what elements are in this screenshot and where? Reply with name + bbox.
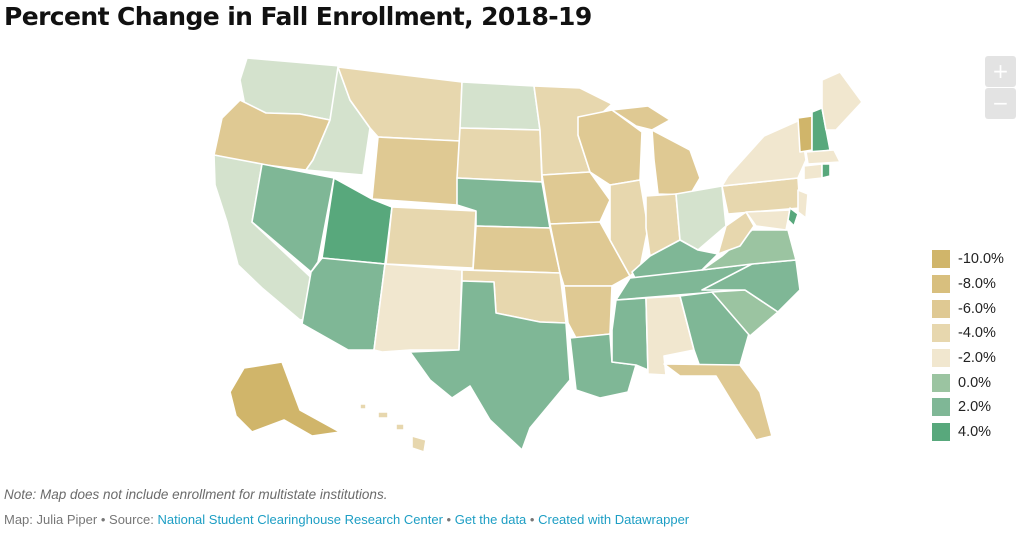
state-florida[interactable]	[663, 363, 773, 441]
separator: •	[100, 512, 106, 527]
zoom-in-button[interactable]: +	[985, 56, 1016, 87]
legend-label: -4.0%	[958, 325, 996, 342]
legend: -10.0% -8.0% -6.0% -4.0% -2.0% 0.0% 2.0%…	[931, 247, 1004, 445]
state-massachusetts[interactable]	[805, 149, 841, 165]
state-kansas[interactable]	[472, 225, 561, 274]
state-hawaii-big[interactable]	[411, 435, 427, 453]
legend-label: -10.0%	[958, 251, 1004, 268]
state-vermont[interactable]	[797, 115, 813, 153]
legend-item: 0.0%	[931, 370, 1004, 395]
legend-item: -2.0%	[931, 346, 1004, 371]
state-new-jersey[interactable]	[797, 189, 809, 219]
legend-swatch	[931, 372, 951, 393]
state-south-dakota[interactable]	[456, 127, 543, 183]
legend-item: -6.0%	[931, 296, 1004, 321]
legend-swatch	[931, 397, 951, 418]
legend-item: -10.0%	[931, 247, 1004, 272]
legend-swatch	[931, 348, 951, 369]
state-arkansas[interactable]	[563, 285, 613, 339]
state-hawaii-islands[interactable]	[359, 403, 405, 431]
state-virginia[interactable]	[701, 229, 797, 271]
state-north-dakota[interactable]	[459, 81, 541, 131]
zoom-out-button[interactable]: −	[985, 88, 1016, 119]
map-credit: Map: Julia Piper	[4, 512, 98, 527]
legend-label: 0.0%	[958, 374, 992, 391]
state-ohio[interactable]	[675, 185, 727, 251]
state-new-mexico[interactable]	[373, 263, 463, 353]
source-prefix: Source:	[109, 512, 154, 527]
state-michigan[interactable]	[651, 129, 701, 196]
legend-swatch	[931, 298, 951, 319]
map-note: Note: Map does not include enrollment fo…	[4, 487, 388, 502]
legend-item: 2.0%	[931, 395, 1004, 420]
state-connecticut[interactable]	[803, 163, 823, 181]
state-delaware[interactable]	[787, 207, 799, 227]
datawrapper-link[interactable]: Created with Datawrapper	[538, 512, 690, 527]
state-michigan-up[interactable]	[611, 105, 671, 131]
state-new-york[interactable]	[721, 119, 807, 187]
page-title: Percent Change in Fall Enrollment, 2018-…	[4, 2, 592, 31]
state-colorado[interactable]	[385, 206, 477, 269]
legend-item: -4.0%	[931, 321, 1004, 346]
state-arizona[interactable]	[301, 257, 386, 351]
state-wyoming[interactable]	[371, 136, 461, 206]
legend-label: -6.0%	[958, 300, 996, 317]
state-iowa[interactable]	[541, 171, 611, 225]
legend-label: 2.0%	[958, 399, 992, 416]
legend-item: -8.0%	[931, 272, 1004, 297]
legend-label: -2.0%	[958, 350, 996, 367]
get-data-link[interactable]: Get the data	[454, 512, 527, 527]
footer-credits: Map: Julia Piper • Source: National Stud…	[4, 512, 689, 527]
state-alaska[interactable]	[229, 361, 341, 437]
separator: •	[529, 512, 535, 527]
state-west-virginia[interactable]	[717, 211, 755, 255]
legend-item: 4.0%	[931, 420, 1004, 445]
legend-swatch	[931, 422, 951, 443]
legend-swatch	[931, 323, 951, 344]
legend-swatch	[931, 274, 951, 295]
legend-label: 4.0%	[958, 424, 992, 441]
legend-swatch	[931, 249, 951, 270]
state-texas[interactable]	[409, 280, 571, 451]
state-rhode-island[interactable]	[821, 163, 831, 179]
state-maine[interactable]	[821, 71, 863, 131]
state-maryland[interactable]	[745, 209, 791, 231]
legend-label: -8.0%	[958, 276, 996, 293]
state-louisiana[interactable]	[569, 333, 637, 399]
source-link[interactable]: National Student Clearinghouse Research …	[157, 512, 443, 527]
separator: •	[446, 512, 452, 527]
state-mississippi[interactable]	[611, 297, 649, 371]
